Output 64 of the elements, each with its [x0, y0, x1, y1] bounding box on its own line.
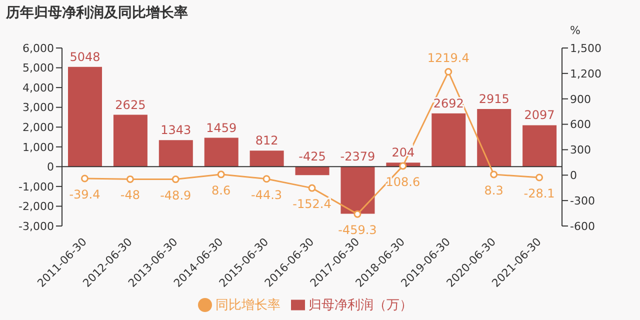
y-tick-label: 0	[47, 160, 54, 174]
data-label: -44.3	[251, 188, 282, 202]
bar	[113, 114, 148, 167]
data-label: 2625	[115, 98, 146, 112]
y2-tick-label: 1,200	[570, 67, 602, 80]
legend-label: 归母净利润（万）	[308, 298, 412, 313]
bar	[432, 113, 466, 167]
data-label: -28.1	[524, 186, 555, 201]
y2-tick-label: 1,500	[570, 42, 602, 55]
point	[262, 175, 270, 183]
y2-tick-label: 600	[570, 118, 591, 132]
y-tick-label: 2,000	[22, 121, 54, 134]
bar	[295, 166, 330, 176]
data-label: 2097	[524, 108, 555, 122]
y-tick-label: 3,000	[22, 101, 54, 114]
data-label: 5048	[70, 50, 100, 64]
y-tick-label: -2,000	[18, 200, 54, 214]
data-label: 1343	[160, 123, 192, 138]
point	[354, 210, 362, 218]
point	[490, 170, 498, 178]
point	[444, 68, 452, 76]
data-label: 2915	[478, 92, 510, 106]
y2-tick-label: 900	[570, 92, 591, 106]
y-tick-label: -1,000	[18, 180, 54, 194]
y2-tick-label: -300	[570, 194, 595, 208]
data-label: -152.4	[292, 197, 332, 212]
point	[80, 174, 88, 182]
point	[536, 174, 544, 182]
data-label: 1459	[206, 120, 237, 135]
point	[126, 175, 134, 183]
chart-title: 历年归母净利润及同比增长率	[6, 4, 188, 22]
point	[308, 184, 316, 192]
point	[217, 170, 225, 178]
y-tick-label: 4,000	[22, 81, 54, 94]
point	[172, 176, 180, 184]
y2-tick-label: -600	[570, 220, 595, 233]
bar	[477, 109, 512, 167]
y2-tick-label: 0	[570, 169, 577, 182]
point	[399, 162, 407, 170]
y-tick-label: 5,000	[22, 62, 54, 75]
bar	[68, 66, 102, 167]
data-label: 108.6	[386, 174, 420, 189]
bar	[522, 125, 557, 167]
legend-label: 同比增长率	[216, 298, 280, 313]
data-label: 812	[255, 134, 278, 148]
bar	[250, 150, 284, 167]
data-label: -39.4	[69, 187, 100, 202]
data-label: 1219.4	[427, 50, 470, 65]
y-tick-label: 1,000	[22, 140, 54, 154]
bar	[204, 138, 238, 167]
bar	[158, 140, 193, 167]
data-label: 8.6	[212, 183, 231, 198]
data-label: -48	[120, 188, 140, 202]
bar	[340, 166, 375, 214]
y-tick-label: -3,000	[18, 220, 54, 233]
data-label: 2692	[433, 96, 464, 110]
y-tick-label: 6,000	[22, 42, 54, 55]
y2-tick-label: 300	[570, 144, 591, 157]
data-label: -48.9	[160, 188, 192, 202]
data-label: -459.3	[338, 223, 377, 238]
y2-axis-title: %	[570, 24, 580, 37]
data-label: -2379	[340, 150, 376, 164]
data-label: -425	[298, 150, 326, 164]
data-label: 8.3	[484, 183, 504, 198]
